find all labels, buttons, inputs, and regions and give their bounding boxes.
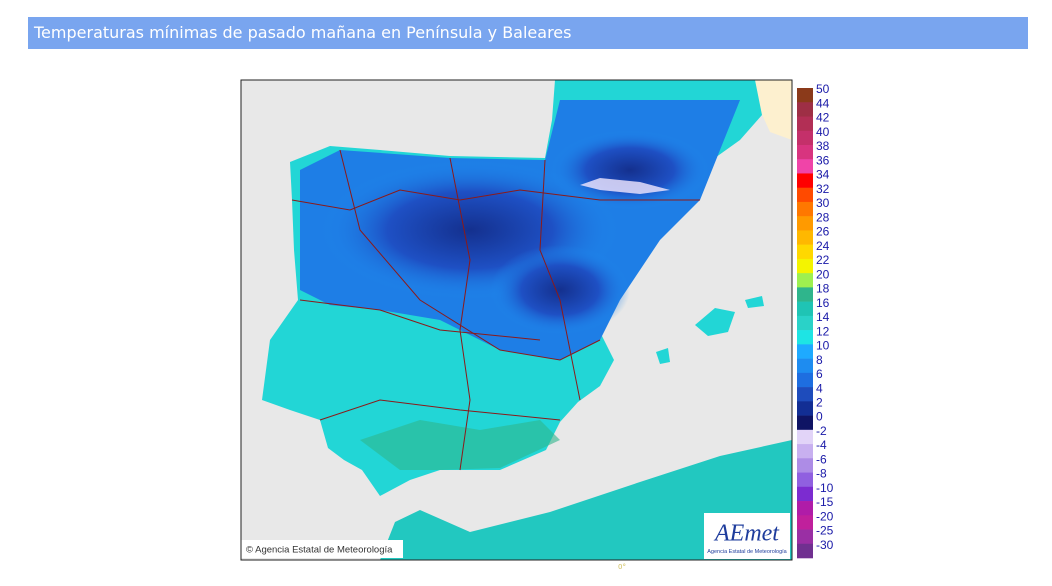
legend-label: 44 (816, 96, 830, 110)
legend-swatch (797, 444, 813, 459)
legend-swatch (797, 330, 813, 345)
legend-label: -4 (816, 438, 827, 452)
legend-swatch (797, 486, 813, 502)
legend-swatch (797, 515, 813, 530)
legend-label: -20 (816, 509, 834, 523)
legend-swatch (797, 401, 813, 416)
logo-box (704, 513, 790, 559)
island-menorca (745, 296, 764, 308)
legend-label: 12 (816, 324, 830, 338)
logo: AEmet (713, 521, 780, 547)
frost-patch (580, 178, 670, 194)
legend-swatch (797, 458, 813, 473)
legend-swatch (797, 315, 813, 331)
mild-zone (360, 420, 560, 470)
legend-label: 32 (816, 182, 830, 196)
legend-swatch (797, 387, 813, 402)
borders (291, 149, 700, 471)
legend-label: 50 (816, 82, 830, 96)
legend-swatch (797, 216, 813, 231)
legend-label: 24 (816, 239, 830, 253)
legend-label: -10 (816, 481, 834, 495)
legend-swatch (797, 102, 813, 117)
legend-swatch (797, 358, 813, 374)
legend-label: 40 (816, 125, 830, 139)
legend-swatch (797, 173, 813, 188)
legend-label: 30 (816, 196, 830, 210)
logo-subtitle: Agencia Estatal de Meteorología (707, 549, 787, 555)
legend-label: 38 (816, 139, 830, 153)
legend-swatch (797, 472, 813, 488)
legend-swatch (797, 301, 813, 317)
legend-label: 0 (816, 410, 823, 424)
legend-swatch (797, 130, 813, 146)
legend-label: 28 (816, 210, 830, 224)
island-mallorca (695, 308, 735, 336)
legend-swatch (797, 201, 813, 217)
legend-swatch (797, 287, 813, 302)
legend-label: 2 (816, 396, 823, 410)
legend-swatch (797, 230, 813, 245)
legend-label: 10 (816, 339, 830, 353)
legend-label: 36 (816, 153, 830, 167)
cold-core (550, 130, 710, 210)
legend-label: 26 (816, 225, 830, 239)
legend-swatch (797, 501, 813, 516)
legend-label: 22 (816, 253, 830, 267)
legend-label: 4 (816, 381, 823, 395)
page-title: Temperaturas mínimas de pasado mañana en… (34, 23, 572, 42)
legend-swatch (797, 372, 813, 388)
legend-label: 16 (816, 296, 830, 310)
cold-core (490, 245, 630, 335)
credit: © Agencia Estatal de Meteorología (246, 545, 393, 556)
legend: 5044424038363432302826242220181614121086… (797, 82, 834, 559)
legend-swatch (797, 159, 813, 174)
legend-swatch (797, 529, 813, 545)
legend-swatch (797, 187, 813, 203)
legend-swatch (797, 88, 813, 103)
credit-box (241, 540, 403, 558)
legend-swatch (797, 144, 813, 160)
legend-label: 18 (816, 282, 830, 296)
legend-label: 8 (816, 353, 823, 367)
legend-label: -6 (816, 452, 827, 466)
land-africa (380, 440, 792, 560)
meridian-label: 0° (618, 563, 626, 571)
legend-swatch (797, 543, 813, 559)
legend-swatch (797, 273, 813, 288)
header-bar: Temperaturas mínimas de pasado mañana en… (28, 17, 1028, 49)
legend-label: 20 (816, 267, 830, 281)
legend-swatch (797, 429, 813, 445)
legend-label: -30 (816, 538, 834, 552)
legend-swatch (797, 244, 813, 260)
legend-label: -15 (816, 495, 834, 509)
land-france (755, 80, 792, 140)
legend-swatch (797, 116, 813, 132)
legend-label: 42 (816, 111, 830, 125)
map-frame (240, 79, 793, 561)
legend-swatch (797, 258, 813, 274)
legend-label: 6 (816, 367, 823, 381)
legend-label: -8 (816, 467, 827, 481)
legend-swatch (797, 344, 813, 359)
legend-label: -25 (816, 524, 834, 538)
legend-label: -2 (816, 424, 827, 438)
legend-label: 14 (816, 310, 830, 324)
island-ibiza (656, 348, 670, 364)
legend-label: 34 (816, 168, 830, 182)
legend-swatch (797, 415, 813, 431)
map: © Agencia Estatal de Meteorología AEmet … (241, 80, 792, 560)
